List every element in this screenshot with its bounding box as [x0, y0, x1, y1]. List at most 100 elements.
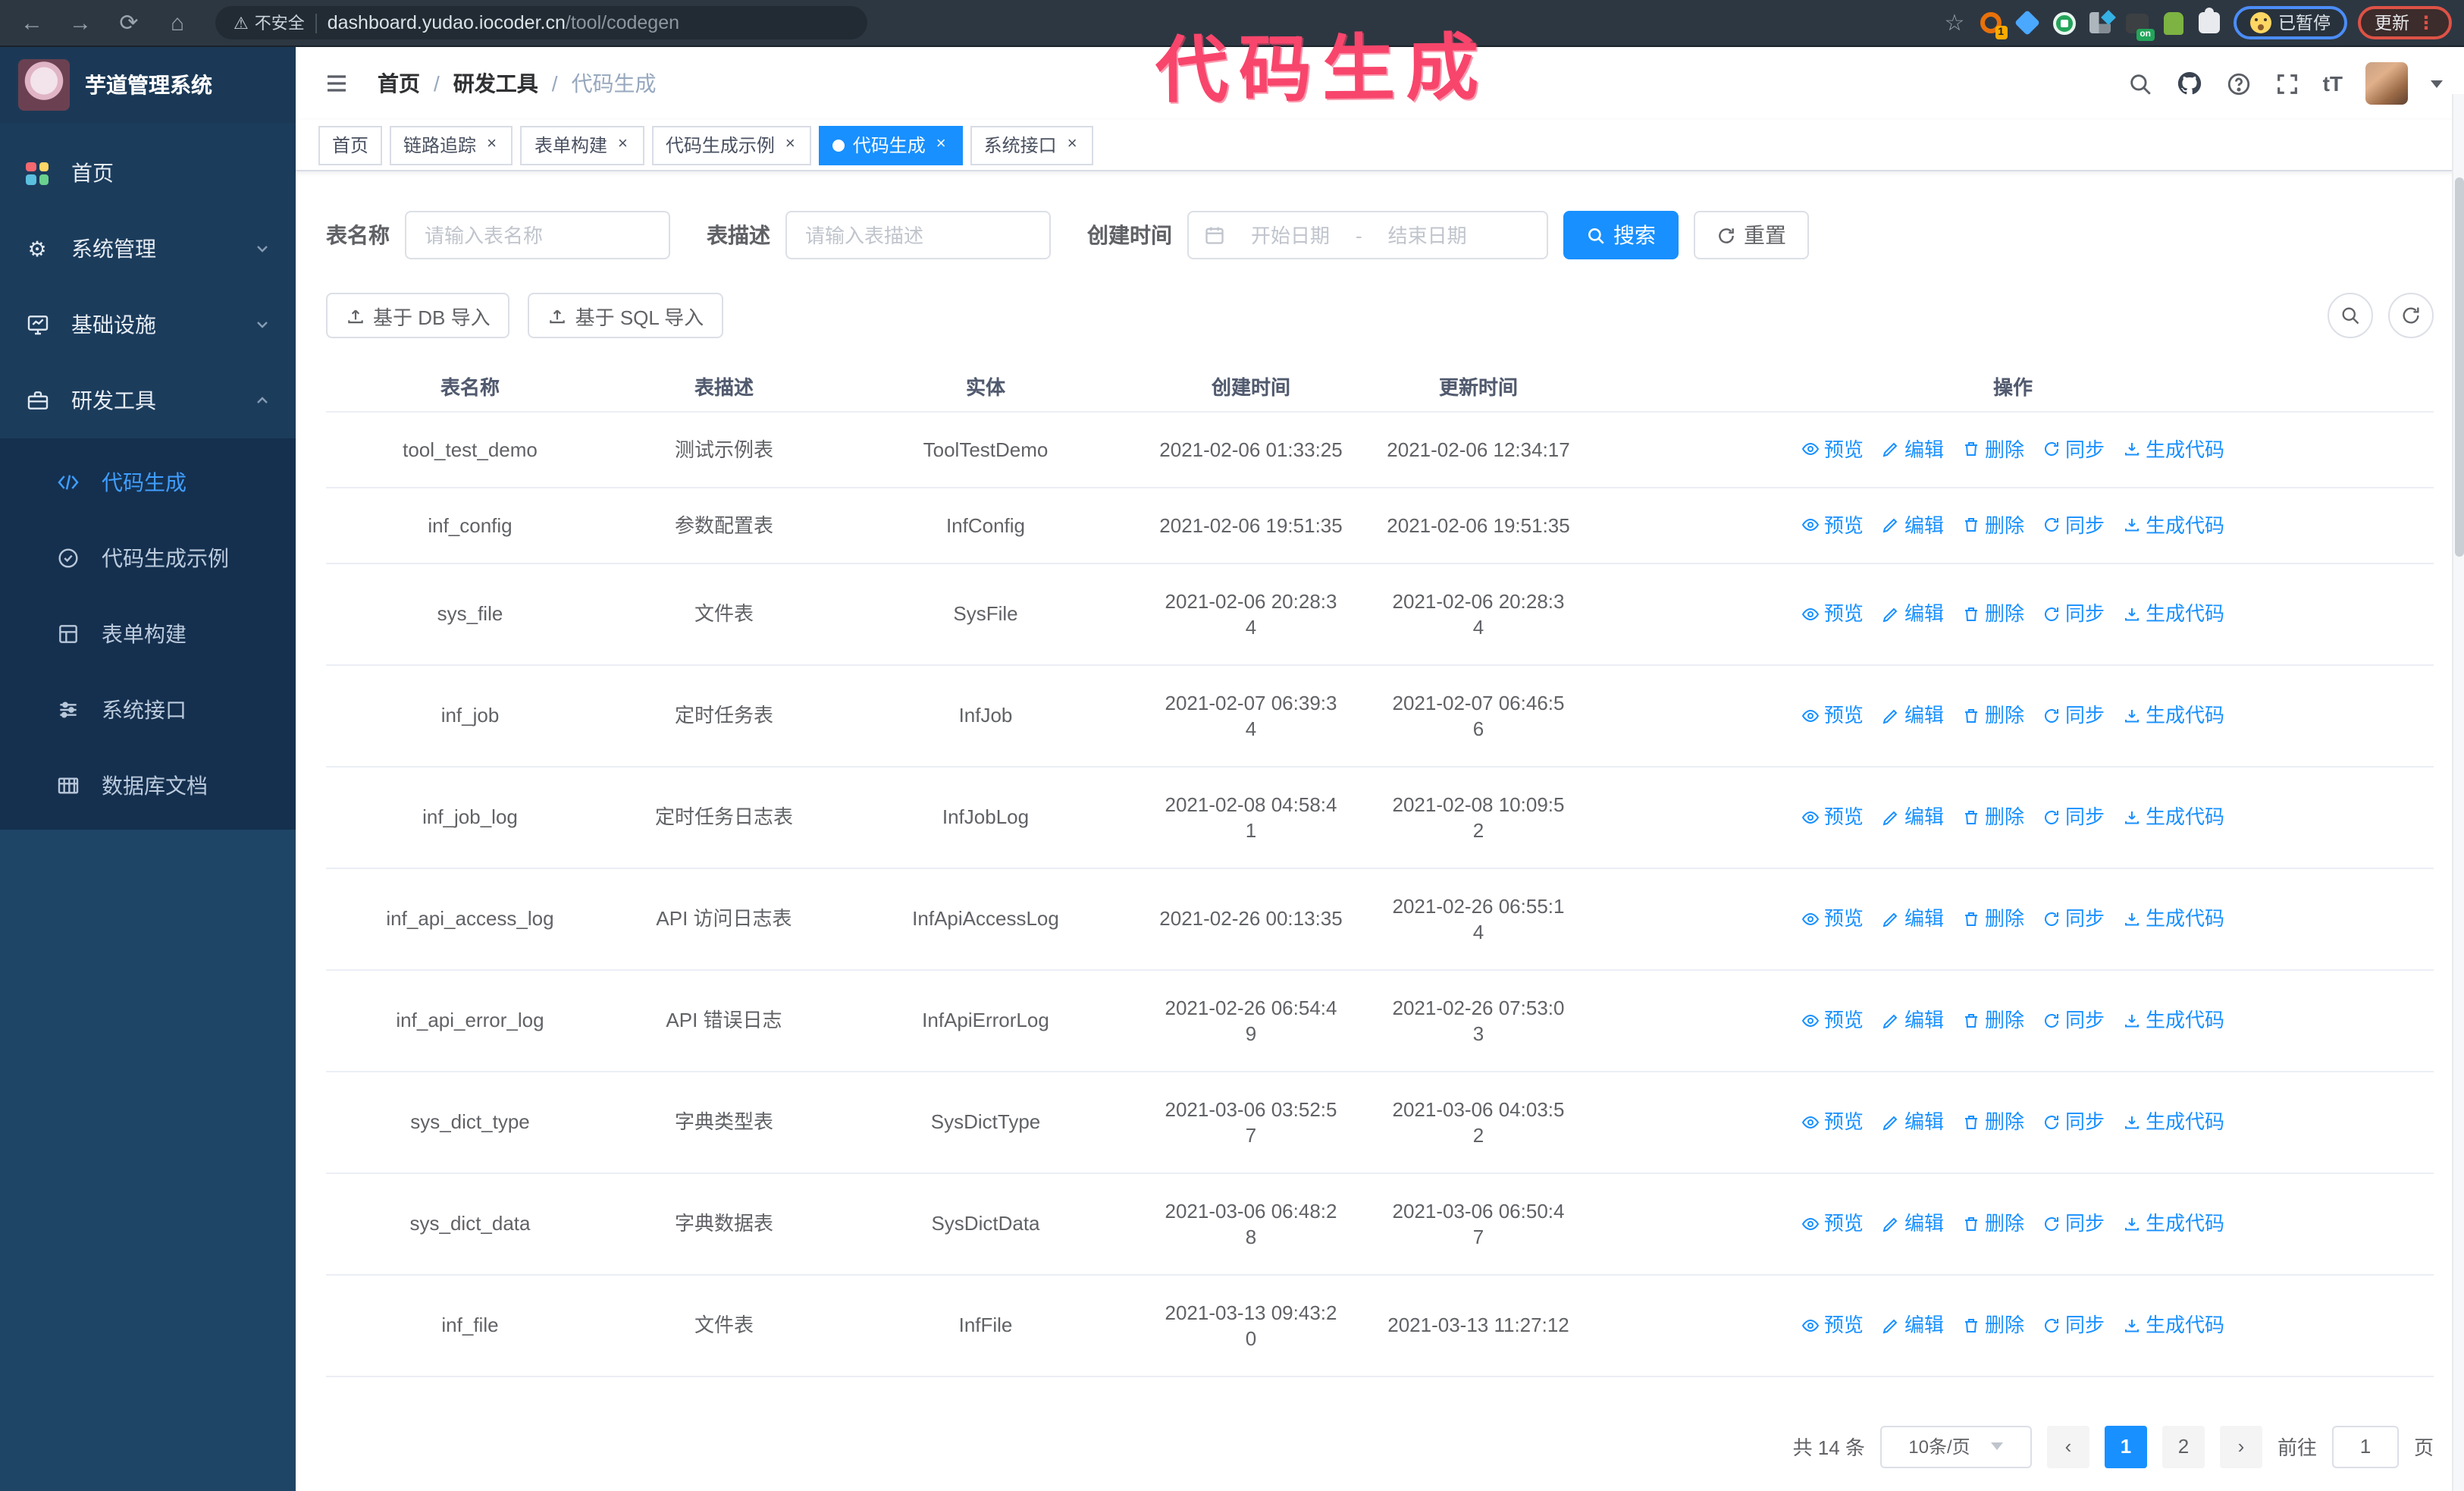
sync-link[interactable]: 同步 [2042, 1210, 2105, 1236]
back-button[interactable]: ← [20, 10, 43, 36]
extension-icon-gem[interactable] [2014, 10, 2040, 36]
search-button[interactable]: 搜索 [1563, 211, 1679, 259]
sidebar-item-codegen[interactable]: 代码生成 [0, 444, 296, 520]
extension-icon-switch[interactable]: on [2124, 10, 2154, 40]
tab-form-builder[interactable]: 表单构建 × [520, 125, 644, 165]
delete-link[interactable]: 删除 [1962, 1109, 2024, 1135]
page-button-2[interactable]: 2 [2161, 1425, 2205, 1467]
profile-paused-badge[interactable]: 已暂停 [2233, 6, 2347, 39]
delete-link[interactable]: 删除 [1962, 702, 2024, 728]
extensions-puzzle-icon[interactable] [2196, 10, 2222, 36]
goto-page-input[interactable] [2331, 1425, 2399, 1467]
preview-link[interactable]: 预览 [1801, 601, 1864, 626]
reset-button[interactable]: 重置 [1694, 211, 1809, 259]
edit-link[interactable]: 编辑 [1882, 601, 1944, 626]
generate-code-link[interactable]: 生成代码 [2123, 702, 2224, 728]
tab-tracing[interactable]: 链路追踪 × [390, 125, 513, 165]
generate-code-link[interactable]: 生成代码 [2123, 804, 2224, 830]
edit-link[interactable]: 编辑 [1882, 1109, 1944, 1135]
sync-link[interactable]: 同步 [2042, 906, 2105, 931]
page-size-select[interactable]: 10条/页 [1879, 1425, 2032, 1467]
breadcrumb-devtools[interactable]: 研发工具 [453, 71, 538, 96]
sync-link[interactable]: 同步 [2042, 1312, 2105, 1338]
edit-link[interactable]: 编辑 [1882, 1210, 1944, 1236]
sidebar-item-system[interactable]: ⚙ 系统管理 [0, 211, 296, 287]
extension-icon-tabs[interactable] [2087, 10, 2113, 36]
close-icon[interactable]: × [785, 135, 795, 153]
sidebar-item-infra[interactable]: 基础设施 [0, 287, 296, 363]
edit-link[interactable]: 编辑 [1882, 804, 1944, 830]
tab-codegen-example[interactable]: 代码生成示例 × [651, 125, 812, 165]
generate-code-link[interactable]: 生成代码 [2123, 512, 2224, 538]
edit-link[interactable]: 编辑 [1882, 436, 1944, 462]
generate-code-link[interactable]: 生成代码 [2123, 1007, 2224, 1033]
reload-button[interactable]: ⟳ [119, 11, 139, 36]
delete-link[interactable]: 删除 [1962, 601, 2024, 626]
hamburger-icon[interactable] [317, 64, 356, 103]
security-warning[interactable]: ⚠ 不安全 [234, 14, 305, 33]
avatar-caret-icon[interactable] [2431, 80, 2443, 87]
preview-link[interactable]: 预览 [1801, 804, 1864, 830]
breadcrumb-home[interactable]: 首页 [378, 71, 420, 96]
close-icon[interactable]: × [936, 135, 946, 153]
sidebar-item-home[interactable]: 首页 [0, 135, 296, 211]
tab-home[interactable]: 首页 [318, 125, 383, 165]
tab-api[interactable]: 系统接口 × [970, 125, 1094, 165]
prev-page-button[interactable]: ‹ [2046, 1425, 2089, 1467]
extension-icon-orange[interactable]: 1 [1978, 10, 2007, 39]
delete-link[interactable]: 删除 [1962, 804, 2024, 830]
sync-link[interactable]: 同步 [2042, 702, 2105, 728]
table-name-input[interactable] [405, 211, 670, 259]
table-desc-input[interactable] [785, 211, 1051, 259]
delete-link[interactable]: 删除 [1962, 906, 2024, 931]
extension-icon-password[interactable] [2160, 10, 2186, 36]
sync-link[interactable]: 同步 [2042, 1007, 2105, 1033]
extension-icon-adblock[interactable] [2051, 10, 2077, 36]
edit-link[interactable]: 编辑 [1882, 1312, 1944, 1338]
edit-link[interactable]: 编辑 [1882, 702, 1944, 728]
delete-link[interactable]: 删除 [1962, 1312, 2024, 1338]
generate-code-link[interactable]: 生成代码 [2123, 436, 2224, 462]
tab-codegen[interactable]: 代码生成 × [819, 125, 963, 165]
sync-link[interactable]: 同步 [2042, 512, 2105, 538]
next-page-button[interactable]: › [2219, 1425, 2262, 1467]
generate-code-link[interactable]: 生成代码 [2123, 1210, 2224, 1236]
preview-link[interactable]: 预览 [1801, 1312, 1864, 1338]
delete-link[interactable]: 删除 [1962, 1210, 2024, 1236]
end-date-input[interactable] [1371, 224, 1484, 246]
delete-link[interactable]: 删除 [1962, 436, 2024, 462]
help-icon[interactable] [2226, 71, 2252, 96]
sidebar-item-codegen-example[interactable]: 代码生成示例 [0, 520, 296, 596]
preview-link[interactable]: 预览 [1801, 1210, 1864, 1236]
refresh-button[interactable] [2388, 293, 2434, 338]
close-icon[interactable]: × [617, 135, 628, 153]
sync-link[interactable]: 同步 [2042, 601, 2105, 626]
address-bar[interactable]: ⚠ 不安全 dashboard.yudao.iocoder.cn/tool/co… [215, 6, 867, 39]
font-size-icon[interactable]: tT [2322, 71, 2343, 96]
date-range-picker[interactable]: - [1187, 211, 1548, 259]
close-icon[interactable]: × [487, 135, 497, 153]
toggle-search-button[interactable] [2328, 293, 2373, 338]
preview-link[interactable]: 预览 [1801, 702, 1864, 728]
scrollbar-thumb[interactable] [2455, 177, 2464, 557]
search-icon[interactable] [2127, 71, 2153, 96]
scrollbar-track[interactable] [2452, 94, 2464, 1491]
import-sql-button[interactable]: 基于 SQL 导入 [528, 293, 724, 338]
forward-button[interactable]: → [69, 10, 92, 36]
page-button-1[interactable]: 1 [2104, 1425, 2147, 1467]
generate-code-link[interactable]: 生成代码 [2123, 906, 2224, 931]
edit-link[interactable]: 编辑 [1882, 1007, 1944, 1033]
sync-link[interactable]: 同步 [2042, 1109, 2105, 1135]
preview-link[interactable]: 预览 [1801, 906, 1864, 931]
start-date-input[interactable] [1234, 224, 1346, 246]
delete-link[interactable]: 删除 [1962, 512, 2024, 538]
preview-link[interactable]: 预览 [1801, 512, 1864, 538]
generate-code-link[interactable]: 生成代码 [2123, 601, 2224, 626]
sidebar-item-db-doc[interactable]: 数据库文档 [0, 748, 296, 824]
preview-link[interactable]: 预览 [1801, 436, 1864, 462]
import-db-button[interactable]: 基于 DB 导入 [326, 293, 510, 338]
sidebar-item-form-builder[interactable]: 表单构建 [0, 596, 296, 672]
sync-link[interactable]: 同步 [2042, 804, 2105, 830]
delete-link[interactable]: 删除 [1962, 1007, 2024, 1033]
home-button[interactable]: ⌂ [170, 10, 185, 36]
